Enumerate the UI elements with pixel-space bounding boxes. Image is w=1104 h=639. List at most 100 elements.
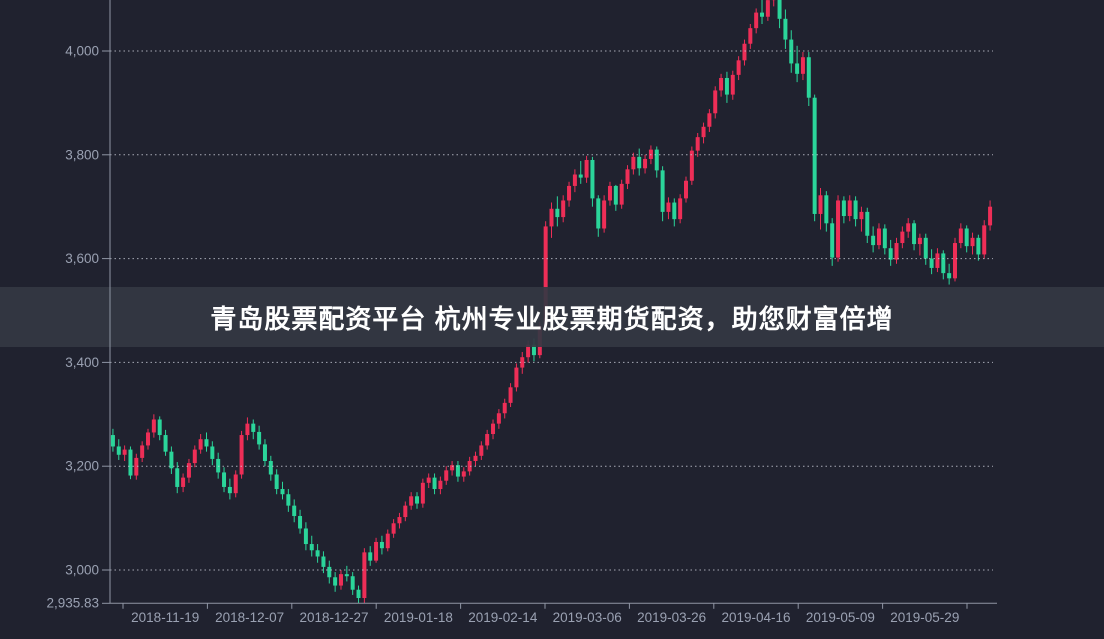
candle-body <box>765 0 770 17</box>
candle <box>748 24 753 49</box>
candle <box>338 569 343 590</box>
candle-body <box>350 576 355 590</box>
candle <box>415 492 420 509</box>
candle-body <box>806 57 811 98</box>
candle <box>572 169 577 193</box>
candle-body <box>859 211 864 220</box>
candle-body <box>227 486 232 494</box>
candle <box>450 461 455 476</box>
candle <box>970 232 975 255</box>
candle-body <box>502 402 507 414</box>
candle-body <box>338 574 343 586</box>
candle <box>707 109 712 132</box>
candle-body <box>719 77 724 91</box>
candle-body <box>760 12 765 17</box>
candle <box>327 560 332 584</box>
candle-body <box>251 423 256 432</box>
candle-body <box>262 444 267 462</box>
candle-body <box>876 228 881 246</box>
candle-body <box>140 445 145 458</box>
candle <box>771 0 776 7</box>
candle <box>783 9 788 49</box>
candle-body <box>216 458 221 473</box>
candle <box>368 546 373 566</box>
candle-body <box>491 423 496 435</box>
candle-body <box>526 344 531 358</box>
candle-body <box>590 159 595 199</box>
candle-body <box>742 43 747 61</box>
candle <box>444 466 449 485</box>
candle-body <box>958 228 963 244</box>
candle-body <box>116 446 121 455</box>
candle-body <box>917 237 922 245</box>
candle <box>964 225 969 253</box>
candle <box>292 499 297 523</box>
candle <box>268 455 273 481</box>
candle-body <box>584 159 589 178</box>
candle-body <box>292 505 297 517</box>
candle <box>233 470 238 498</box>
candle-body <box>672 202 677 220</box>
candle <box>917 233 922 256</box>
candle-body <box>912 223 917 245</box>
candle <box>286 489 291 512</box>
candle-body <box>496 413 501 424</box>
candle <box>496 409 501 429</box>
candle-body <box>812 97 817 214</box>
candle <box>379 535 384 555</box>
candle-body <box>210 446 215 459</box>
candle-body <box>689 150 694 181</box>
candle <box>169 446 174 474</box>
candle-body <box>204 439 209 447</box>
candle-body <box>888 248 893 260</box>
candle-body <box>531 344 536 356</box>
candle-body <box>783 18 788 40</box>
candle-body <box>841 200 846 217</box>
candle-body <box>426 477 431 483</box>
candle-body <box>198 439 203 450</box>
candle-body <box>631 156 636 170</box>
candle <box>736 56 741 81</box>
candle-body <box>192 449 197 464</box>
candle-body <box>748 28 753 44</box>
candle <box>865 207 870 244</box>
candle-body <box>824 195 829 224</box>
candle <box>859 206 864 232</box>
candle <box>198 434 203 454</box>
candle <box>239 430 244 479</box>
candle <box>602 195 607 233</box>
candle <box>204 432 209 452</box>
candle-body <box>239 435 244 475</box>
candle <box>251 419 256 440</box>
candle <box>578 161 583 184</box>
candle <box>976 234 981 261</box>
candle <box>520 352 525 374</box>
candle <box>491 419 496 440</box>
candle <box>958 223 963 249</box>
candle <box>146 428 151 450</box>
candle-body <box>303 528 308 545</box>
candle <box>876 223 881 250</box>
candle <box>818 188 823 230</box>
candle <box>262 439 267 467</box>
candle-body <box>607 185 612 201</box>
candle <box>689 146 694 185</box>
candle <box>356 585 361 604</box>
candle <box>607 181 612 206</box>
candle-body <box>730 74 735 95</box>
candle <box>730 70 735 100</box>
candle <box>777 0 782 29</box>
candle <box>666 197 671 220</box>
candle-body <box>385 533 390 549</box>
candle-body <box>391 523 396 534</box>
candle-body <box>368 552 373 561</box>
candle-body <box>894 243 899 260</box>
candle-body <box>695 137 700 151</box>
candle-body <box>777 0 782 19</box>
candle <box>350 572 355 595</box>
candle <box>140 441 145 463</box>
candle-body <box>485 434 490 446</box>
candle <box>982 220 987 259</box>
